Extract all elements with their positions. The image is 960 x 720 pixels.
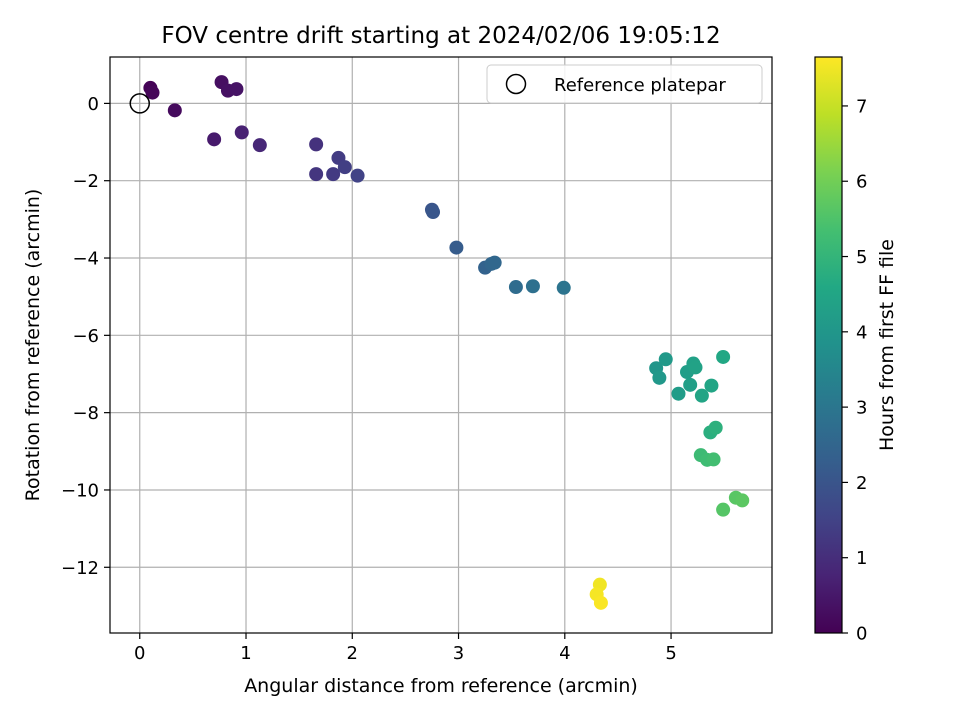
data-point <box>658 352 673 367</box>
y-axis-label: Rotation from reference (arcmin) <box>22 189 44 502</box>
y-tick-label: −10 <box>61 480 99 501</box>
data-point <box>508 280 523 295</box>
y-tick-label: −4 <box>72 249 99 270</box>
x-axis-label: Angular distance from reference (arcmin) <box>244 675 638 697</box>
colorbar-tick-label: 4 <box>856 322 867 343</box>
data-point <box>671 386 686 401</box>
reference-marker <box>129 93 151 114</box>
colorbar-tick-label: 3 <box>856 398 867 419</box>
data-point <box>716 349 731 364</box>
data-point <box>708 420 723 435</box>
data-point <box>525 279 540 294</box>
colorbar-tick-label: 7 <box>856 96 867 117</box>
chart-title: FOV centre drift starting at 2024/02/06 … <box>161 23 720 49</box>
data-point <box>593 595 608 610</box>
y-tick-label: −2 <box>72 171 99 192</box>
data-point <box>252 138 267 153</box>
data-point <box>556 280 571 295</box>
x-tick-label: 1 <box>240 643 251 664</box>
legend-entry-reference: Reference platepar <box>554 75 726 96</box>
data-point <box>652 370 667 385</box>
data-point <box>145 85 160 100</box>
data-point <box>309 137 324 152</box>
x-tick-label: 4 <box>559 643 570 664</box>
colorbar-tick-label: 2 <box>856 473 867 494</box>
legend-box <box>486 64 763 104</box>
plot-area: 0 1 2 3 4 5 0 −2 −4 −6 −8 −10 −12 <box>61 56 773 664</box>
data-point <box>706 452 721 467</box>
colorbar-tick-label: 6 <box>856 172 867 193</box>
data-point <box>487 255 502 270</box>
legend-marker-reference <box>505 73 527 95</box>
colorbar-tick-label: 5 <box>856 247 867 268</box>
data-point <box>229 82 244 97</box>
colorbar-gradient <box>814 56 843 634</box>
data-point <box>449 240 464 255</box>
colorbar-tick-label: 0 <box>856 624 867 645</box>
data-point <box>167 103 182 118</box>
data-point <box>735 493 750 508</box>
legend: Reference platepar <box>486 64 763 104</box>
data-point <box>716 502 731 517</box>
data-point <box>309 167 324 182</box>
data-point <box>234 125 249 140</box>
data-point <box>683 377 698 392</box>
data-point <box>694 388 709 403</box>
data-point <box>704 378 719 393</box>
data-point <box>688 360 703 375</box>
data-point <box>337 160 352 175</box>
colorbar-label: Hours from first FF file <box>876 239 898 451</box>
data-point <box>426 205 441 220</box>
y-tick-label: −6 <box>72 326 99 347</box>
y-tick-label: 0 <box>88 94 99 115</box>
axes-frame <box>109 56 773 634</box>
x-tick-label: 3 <box>453 643 464 664</box>
data-point <box>326 167 341 182</box>
x-tick-label: 2 <box>347 643 358 664</box>
y-tick-label: −12 <box>61 558 99 579</box>
x-tick-label: 5 <box>665 643 676 664</box>
y-tick-label: −8 <box>72 403 99 424</box>
data-point <box>350 168 365 183</box>
colorbar-tick-label: 1 <box>856 548 867 569</box>
colorbar: 0 1 2 3 4 5 6 7 Hours from first FF file <box>814 56 898 645</box>
data-point <box>207 132 222 147</box>
x-tick-label: 0 <box>134 643 145 664</box>
